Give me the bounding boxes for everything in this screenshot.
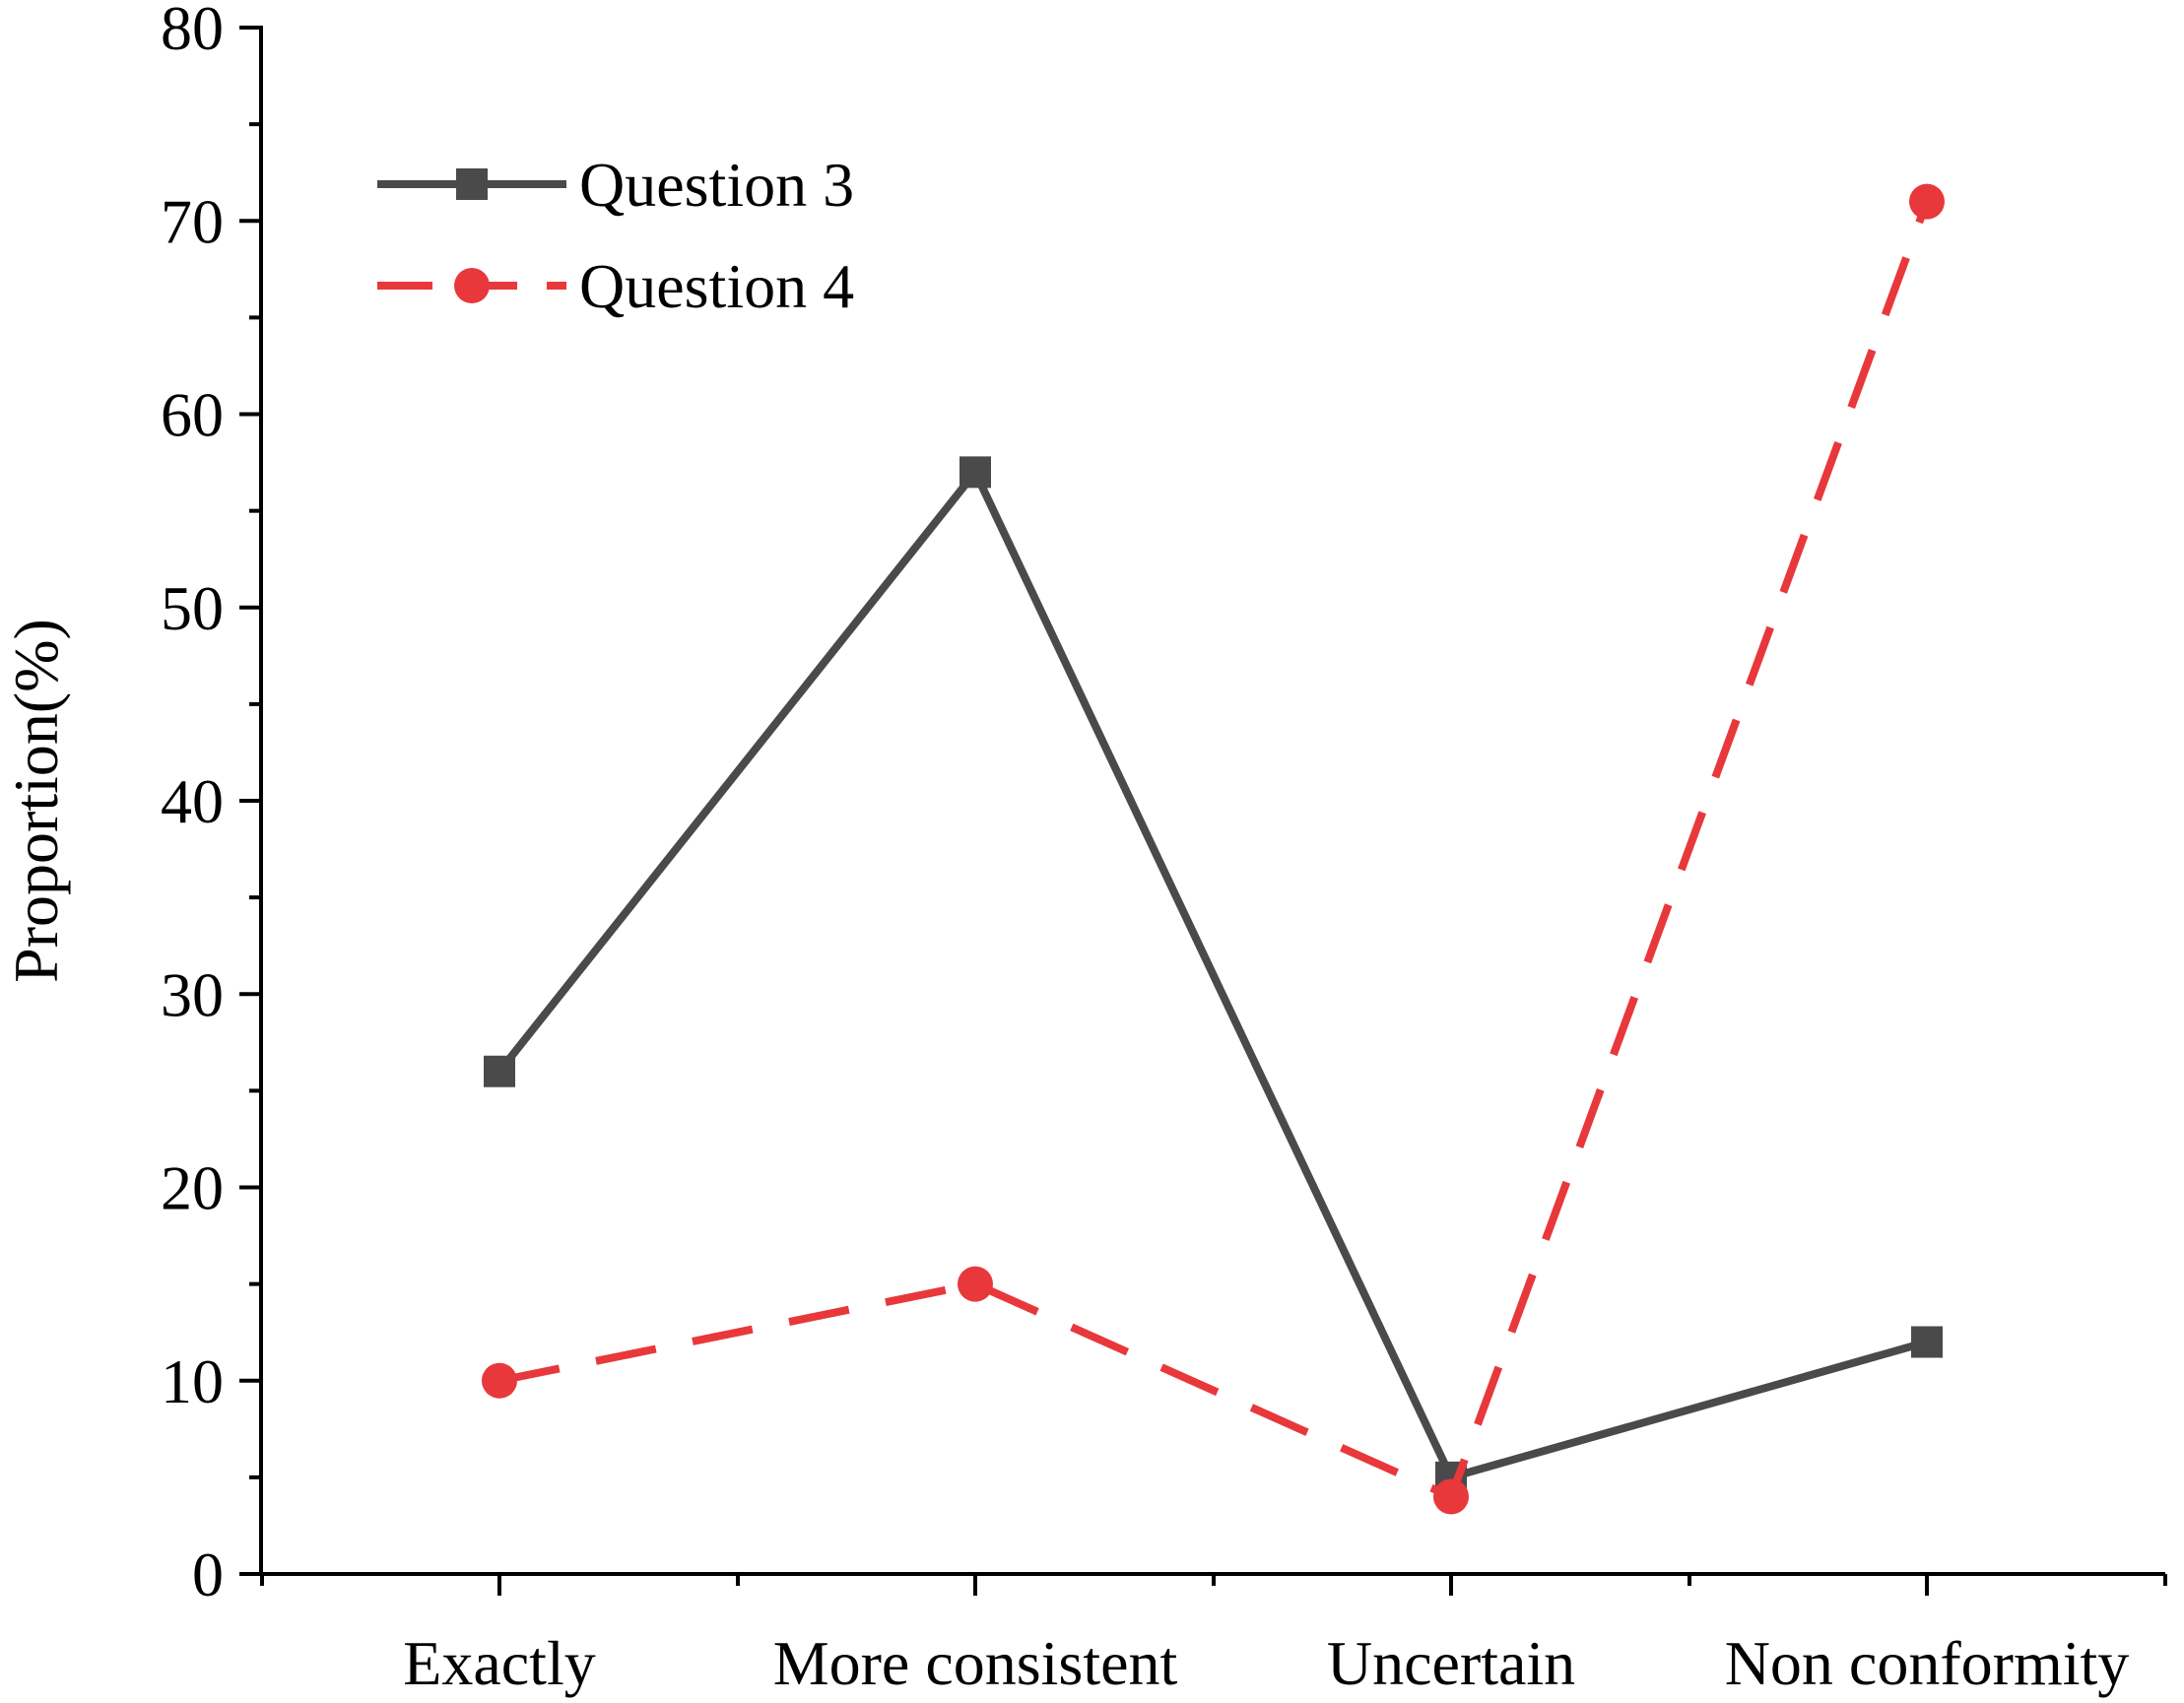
data-point-square [960,456,991,489]
data-point-square [484,1055,515,1087]
x-tick-label: More consistent [773,1628,1178,1698]
x-tick-label: Exactly [403,1628,595,1698]
legend-item: Question 4 [377,251,854,321]
series-line [498,200,1931,1502]
y-axis-ticks: 0 10 20 30 40 50 60 70 80 [161,0,261,1609]
y-axis-title: Proportion(%) [1,619,71,983]
data-point-circle [958,1266,993,1302]
x-tick-label: Non conformity [1725,1628,2130,1698]
legend-marker-circle [454,268,490,303]
data-point-circle [1433,1478,1469,1515]
legend-item: Question 3 [377,150,854,220]
series-line [496,464,1929,1482]
legend-label: Question 4 [579,251,854,321]
y-tick-label: 70 [161,186,224,256]
x-tick-label: Uncertain [1327,1628,1575,1698]
y-tick-label: 60 [161,380,224,450]
legend-label: Question 3 [579,150,854,220]
series-layer [482,183,1945,1515]
series-2 [482,183,1945,1515]
x-axis-ticks: Exactly More consistent Uncertain Non confo… [260,1574,2167,1698]
legend: Question 3 Question 4 [377,150,854,321]
y-tick-label: 30 [161,959,224,1029]
data-point-square [1911,1326,1943,1358]
y-tick-label: 10 [161,1346,224,1416]
y-tick-label: 20 [161,1153,224,1223]
data-point-circle [1909,183,1945,220]
y-tick-label: 50 [161,573,224,643]
y-tick-label: 40 [161,766,224,836]
y-tick-label: 80 [161,0,224,63]
data-point-circle [482,1362,517,1399]
legend-marker-square [456,168,488,200]
y-tick-label: 0 [192,1539,224,1609]
axes: 0 10 20 30 40 50 60 70 80 Exactly More consistent… [161,0,2167,1698]
